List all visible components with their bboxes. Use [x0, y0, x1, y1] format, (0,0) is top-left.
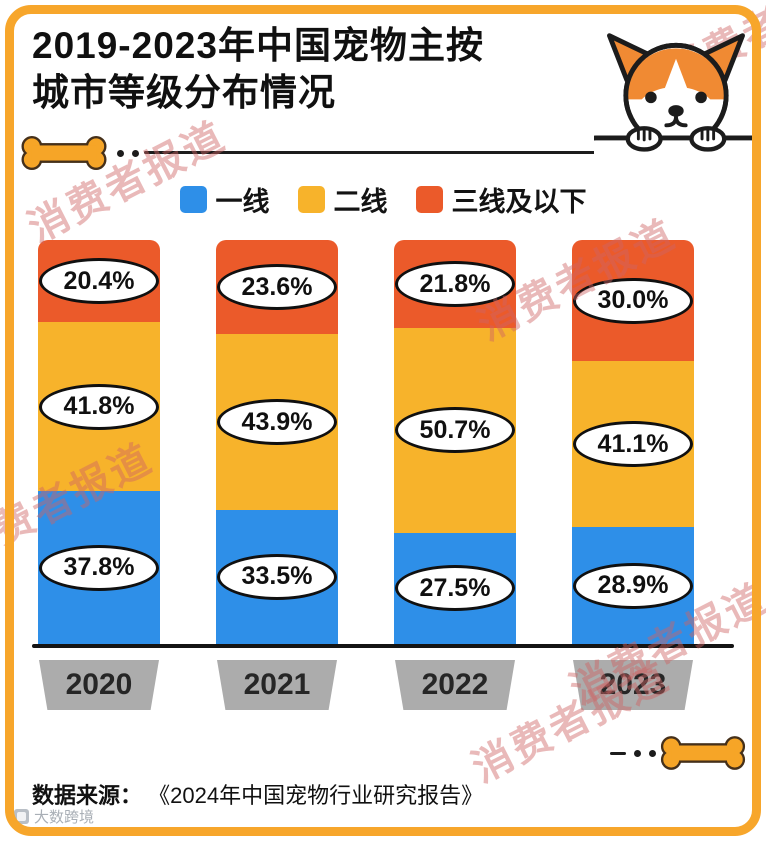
divider-dot [132, 150, 139, 157]
bar-segment-2020-二线: 41.8% [38, 322, 160, 492]
legend-swatch [179, 186, 207, 213]
bar-segment-2020-三线及以下: 20.4% [38, 240, 160, 323]
bar-column-2020: 20.4% 41.8% 37.8% [38, 240, 160, 644]
divider-dot [634, 750, 641, 757]
legend-item-2: 二线 [297, 180, 388, 219]
data-source-label: 数据来源： [32, 783, 143, 808]
platform-watermark: 大数跨境 [14, 806, 94, 827]
year-row: 2020 2021 2022 2023 [38, 660, 694, 710]
watermark-text: 消费者报道 [21, 114, 234, 251]
bar-column-2021: 23.6% 43.9% 33.5% [216, 240, 338, 644]
bar-segment-2023-三线及以下: 30.0% [572, 240, 694, 362]
value-label-2023-二线: 41.1% [573, 421, 693, 468]
page-title: 2019-2023年中国宠物主按 城市等级分布情况 [32, 22, 484, 117]
value-label-2020-三线及以下: 20.4% [39, 258, 159, 305]
dog-nose [668, 105, 684, 117]
title-line-2: 城市等级分布情况 [32, 72, 336, 114]
dog-ledge [594, 135, 758, 171]
divider-dot [117, 150, 124, 157]
dog-mascot-illustration [594, 33, 758, 171]
dog-eye-right [695, 91, 707, 104]
legend-swatch [297, 186, 325, 213]
bar-segment-2022-一线: 27.5% [394, 532, 516, 644]
stacked-bar-chart: 20.4% 41.8% 37.8% 23.6% 43.9% 33.5% 21.8% 50.7%… [38, 240, 694, 644]
title-line-1: 2019-2023年中国宠物主按 [32, 25, 484, 66]
bar-segment-2023-二线: 41.1% [572, 361, 694, 528]
dog-eye-left [645, 91, 657, 104]
value-label-2021-一线: 33.5% [217, 553, 337, 600]
value-label-2022-三线及以下: 21.8% [395, 261, 515, 308]
bar-segment-2021-二线: 43.9% [216, 334, 338, 510]
bar-segment-2020-一线: 37.8% [38, 491, 160, 644]
value-label-2020-一线: 37.8% [39, 544, 159, 591]
bar-segment-2023-一线: 28.9% [572, 527, 694, 644]
year-label-2021: 2021 [217, 660, 337, 710]
value-label-2022-二线: 50.7% [395, 407, 515, 454]
value-label-2023-三线及以下: 30.0% [573, 277, 693, 324]
value-label-2021-二线: 43.9% [217, 399, 337, 446]
year-cell: 2022 [394, 660, 516, 710]
value-label-2023-一线: 28.9% [573, 562, 693, 609]
bone-icon [660, 736, 746, 770]
year-label-2023: 2023 [573, 660, 693, 710]
dashukuajing-logo-icon [14, 809, 29, 824]
value-label-2022-一线: 27.5% [395, 565, 515, 612]
legend-item-3: 三线及以下 [415, 180, 587, 219]
legend-swatch [415, 186, 443, 213]
bar-segment-2022-三线及以下: 21.8% [394, 240, 516, 329]
platform-watermark-text: 大数跨境 [34, 809, 95, 826]
bar-segment-2022-二线: 50.7% [394, 328, 516, 533]
bar-column-2023: 30.0% 41.1% 28.9% [572, 240, 694, 644]
bar-segment-2021-三线及以下: 23.6% [216, 240, 338, 335]
value-label-2021-三线及以下: 23.6% [217, 264, 337, 311]
legend-item-1: 一线 [179, 180, 270, 219]
bar-column-2022: 21.8% 50.7% 27.5% [394, 240, 516, 644]
bone-icon [21, 136, 107, 170]
bar-segment-2021-一线: 33.5% [216, 509, 338, 644]
x-axis-line [32, 644, 734, 648]
data-source-text: 《2024年中国宠物行业研究报告》 [148, 783, 484, 808]
legend-label: 三线及以下 [451, 187, 587, 217]
legend-label: 二线 [333, 187, 388, 217]
year-cell: 2021 [216, 660, 338, 710]
divider-line [144, 151, 744, 154]
divider-line [610, 752, 626, 755]
year-label-2020: 2020 [39, 660, 159, 710]
chart-legend: 一线 二线 三线及以下 [0, 180, 766, 219]
data-source: 数据来源： 《2024年中国宠物行业研究报告》 [32, 778, 483, 810]
year-cell: 2023 [572, 660, 694, 710]
year-cell: 2020 [38, 660, 160, 710]
legend-label: 一线 [215, 187, 270, 217]
divider-dot [649, 750, 656, 757]
value-label-2020-二线: 41.8% [39, 383, 159, 430]
year-label-2022: 2022 [395, 660, 515, 710]
